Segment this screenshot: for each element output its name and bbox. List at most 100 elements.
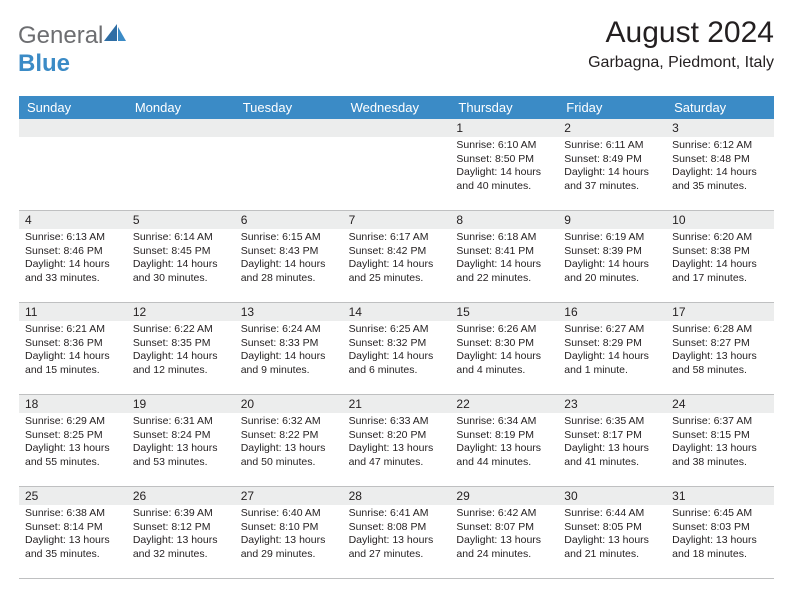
- calendar-cell: 29Sunrise: 6:42 AMSunset: 8:07 PMDayligh…: [450, 487, 558, 579]
- day-number: 18: [19, 395, 127, 413]
- day-body: Sunrise: 6:14 AMSunset: 8:45 PMDaylight:…: [127, 229, 235, 290]
- calendar-cell: .: [127, 119, 235, 211]
- logo-general: General: [18, 22, 103, 49]
- day-number: .: [127, 119, 235, 137]
- daylight: Daylight: 14 hours and 37 minutes.: [564, 166, 660, 193]
- sunset: Sunset: 8:32 PM: [349, 337, 445, 351]
- calendar-cell: 22Sunrise: 6:34 AMSunset: 8:19 PMDayligh…: [450, 395, 558, 487]
- day-number: 3: [666, 119, 774, 137]
- calendar-grid: SundayMondayTuesdayWednesdayThursdayFrid…: [18, 96, 774, 579]
- daylight: Daylight: 13 hours and 35 minutes.: [25, 534, 121, 561]
- daylight: Daylight: 13 hours and 44 minutes.: [456, 442, 552, 469]
- sunrise: Sunrise: 6:10 AM: [456, 139, 552, 153]
- sunrise: Sunrise: 6:22 AM: [133, 323, 229, 337]
- day-number: 13: [235, 303, 343, 321]
- day-body: Sunrise: 6:25 AMSunset: 8:32 PMDaylight:…: [343, 321, 451, 382]
- day-number: 5: [127, 211, 235, 229]
- day-body: Sunrise: 6:20 AMSunset: 8:38 PMDaylight:…: [666, 229, 774, 290]
- day-number: 31: [666, 487, 774, 505]
- calendar-cell: 25Sunrise: 6:38 AMSunset: 8:14 PMDayligh…: [19, 487, 127, 579]
- day-number: 26: [127, 487, 235, 505]
- sunrise: Sunrise: 6:32 AM: [241, 415, 337, 429]
- day-header: Thursday: [450, 96, 558, 119]
- day-number: 24: [666, 395, 774, 413]
- day-body: Sunrise: 6:19 AMSunset: 8:39 PMDaylight:…: [558, 229, 666, 290]
- location: Garbagna, Piedmont, Italy: [588, 54, 774, 72]
- sunrise: Sunrise: 6:39 AM: [133, 507, 229, 521]
- daylight: Daylight: 14 hours and 40 minutes.: [456, 166, 552, 193]
- day-body: Sunrise: 6:32 AMSunset: 8:22 PMDaylight:…: [235, 413, 343, 474]
- day-number: 11: [19, 303, 127, 321]
- calendar-cell: 2 Sunrise: 6:11 AMSunset: 8:49 PMDaylight…: [558, 119, 666, 211]
- day-body: Sunrise: 6:40 AMSunset: 8:10 PMDaylight:…: [235, 505, 343, 566]
- calendar-cell: 12Sunrise: 6:22 AMSunset: 8:35 PMDayligh…: [127, 303, 235, 395]
- sunset: Sunset: 8:41 PM: [456, 245, 552, 259]
- daylight: Daylight: 14 hours and 9 minutes.: [241, 350, 337, 377]
- day-body: Sunrise: 6:17 AMSunset: 8:42 PMDaylight:…: [343, 229, 451, 290]
- sunset: Sunset: 8:30 PM: [456, 337, 552, 351]
- day-body: Sunrise: 6:33 AMSunset: 8:20 PMDaylight:…: [343, 413, 451, 474]
- day-number: .: [19, 119, 127, 137]
- sunset: Sunset: 8:24 PM: [133, 429, 229, 443]
- sunset: Sunset: 8:35 PM: [133, 337, 229, 351]
- sunset: Sunset: 8:33 PM: [241, 337, 337, 351]
- sunrise: Sunrise: 6:11 AM: [564, 139, 660, 153]
- calendar-cell: 28Sunrise: 6:41 AMSunset: 8:08 PMDayligh…: [343, 487, 451, 579]
- sunset: Sunset: 8:17 PM: [564, 429, 660, 443]
- calendar-cell: 30Sunrise: 6:44 AMSunset: 8:05 PMDayligh…: [558, 487, 666, 579]
- sunset: Sunset: 8:43 PM: [241, 245, 337, 259]
- sunset: Sunset: 8:29 PM: [564, 337, 660, 351]
- sunset: Sunset: 8:46 PM: [25, 245, 121, 259]
- sunset: Sunset: 8:49 PM: [564, 153, 660, 167]
- sunset: Sunset: 8:38 PM: [672, 245, 768, 259]
- logo-blue: Blue: [18, 50, 70, 77]
- day-body: Sunrise: 6:34 AMSunset: 8:19 PMDaylight:…: [450, 413, 558, 474]
- sunrise: Sunrise: 6:37 AM: [672, 415, 768, 429]
- daylight: Daylight: 14 hours and 30 minutes.: [133, 258, 229, 285]
- sunset: Sunset: 8:08 PM: [349, 521, 445, 535]
- day-number: 20: [235, 395, 343, 413]
- day-body: Sunrise: 6:45 AMSunset: 8:03 PMDaylight:…: [666, 505, 774, 566]
- day-number: 21: [343, 395, 451, 413]
- sunrise: Sunrise: 6:25 AM: [349, 323, 445, 337]
- sunrise: Sunrise: 6:45 AM: [672, 507, 768, 521]
- sunset: Sunset: 8:22 PM: [241, 429, 337, 443]
- logo-text: General Blue: [18, 22, 127, 78]
- day-number: 16: [558, 303, 666, 321]
- day-body: Sunrise: 6:12 AMSunset: 8:48 PMDaylight:…: [666, 137, 774, 198]
- calendar-cell: 5Sunrise: 6:14 AMSunset: 8:45 PMDaylight…: [127, 211, 235, 303]
- day-body: [127, 137, 235, 143]
- calendar-cell: 31Sunrise: 6:45 AMSunset: 8:03 PMDayligh…: [666, 487, 774, 579]
- day-number: 27: [235, 487, 343, 505]
- calendar-cell: 20Sunrise: 6:32 AMSunset: 8:22 PMDayligh…: [235, 395, 343, 487]
- daylight: Daylight: 14 hours and 1 minute.: [564, 350, 660, 377]
- daylight: Daylight: 14 hours and 6 minutes.: [349, 350, 445, 377]
- day-header: Sunday: [19, 96, 127, 119]
- day-number: 2: [558, 119, 666, 137]
- sunset: Sunset: 8:45 PM: [133, 245, 229, 259]
- daylight: Daylight: 13 hours and 24 minutes.: [456, 534, 552, 561]
- day-body: Sunrise: 6:27 AMSunset: 8:29 PMDaylight:…: [558, 321, 666, 382]
- sunrise: Sunrise: 6:38 AM: [25, 507, 121, 521]
- day-number: 29: [450, 487, 558, 505]
- sunrise: Sunrise: 6:27 AM: [564, 323, 660, 337]
- sunset: Sunset: 8:27 PM: [672, 337, 768, 351]
- sunset: Sunset: 8:39 PM: [564, 245, 660, 259]
- day-body: Sunrise: 6:15 AMSunset: 8:43 PMDaylight:…: [235, 229, 343, 290]
- day-body: Sunrise: 6:21 AMSunset: 8:36 PMDaylight:…: [19, 321, 127, 382]
- daylight: Daylight: 13 hours and 27 minutes.: [349, 534, 445, 561]
- daylight: Daylight: 13 hours and 55 minutes.: [25, 442, 121, 469]
- sunset: Sunset: 8:25 PM: [25, 429, 121, 443]
- day-body: Sunrise: 6:22 AMSunset: 8:35 PMDaylight:…: [127, 321, 235, 382]
- sunrise: Sunrise: 6:20 AM: [672, 231, 768, 245]
- calendar-cell: 14Sunrise: 6:25 AMSunset: 8:32 PMDayligh…: [343, 303, 451, 395]
- calendar-cell: 3Sunrise: 6:12 AMSunset: 8:48 PMDaylight…: [666, 119, 774, 211]
- daylight: Daylight: 13 hours and 29 minutes.: [241, 534, 337, 561]
- day-body: Sunrise: 6:29 AMSunset: 8:25 PMDaylight:…: [19, 413, 127, 474]
- day-body: Sunrise: 6:37 AMSunset: 8:15 PMDaylight:…: [666, 413, 774, 474]
- calendar-cell: 15Sunrise: 6:26 AMSunset: 8:30 PMDayligh…: [450, 303, 558, 395]
- sunset: Sunset: 8:48 PM: [672, 153, 768, 167]
- day-number: 4: [19, 211, 127, 229]
- day-header: Tuesday: [235, 96, 343, 119]
- sunset: Sunset: 8:12 PM: [133, 521, 229, 535]
